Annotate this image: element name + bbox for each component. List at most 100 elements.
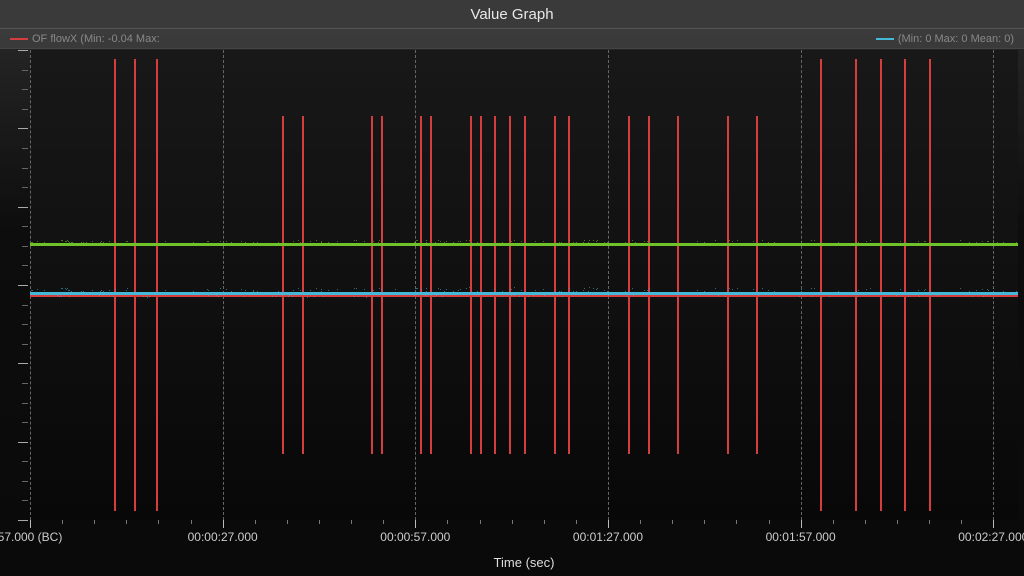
x-tick-label: 00:00:27.000 bbox=[188, 530, 258, 544]
y-tick bbox=[22, 168, 28, 169]
x-tick-minor bbox=[383, 520, 384, 524]
red-spike bbox=[648, 116, 650, 454]
y-tick bbox=[18, 50, 28, 51]
red-spike bbox=[430, 116, 432, 454]
x-tick bbox=[801, 520, 802, 528]
x-tick-minor bbox=[544, 520, 545, 524]
x-tick-label: 00:02:27.000 bbox=[958, 530, 1024, 544]
x-tick-minor bbox=[929, 520, 930, 524]
y-tick bbox=[22, 187, 28, 188]
red-spike bbox=[302, 116, 304, 454]
x-tick-minor bbox=[94, 520, 95, 524]
y-tick bbox=[18, 128, 28, 129]
red-spike bbox=[727, 116, 729, 454]
legend-item-red: OF flowX (Min: -0.04 Max: bbox=[10, 33, 160, 45]
red-spike bbox=[509, 116, 511, 454]
red-spike bbox=[855, 59, 857, 510]
x-tick-minor bbox=[126, 520, 127, 524]
gridline-vertical bbox=[801, 50, 802, 520]
x-tick-label: 00:01:27.000 bbox=[573, 530, 643, 544]
legend-label-blue: (Min: 0 Max: 0 Mean: 0) bbox=[898, 33, 1014, 45]
y-tick bbox=[22, 422, 28, 423]
y-tick bbox=[18, 520, 28, 521]
red-spike bbox=[114, 59, 116, 510]
red-spike bbox=[880, 59, 882, 510]
y-tick bbox=[22, 383, 28, 384]
red-spike bbox=[282, 116, 284, 454]
red-spike bbox=[470, 116, 472, 454]
x-tick-label: 00:00:57.000 bbox=[380, 530, 450, 544]
red-spike bbox=[381, 116, 383, 454]
title-bar: Value Graph bbox=[0, 0, 1024, 29]
red-spike bbox=[568, 116, 570, 454]
y-tick bbox=[22, 148, 28, 149]
x-tick-minor bbox=[961, 520, 962, 524]
red-spike bbox=[554, 116, 556, 454]
y-tick bbox=[22, 500, 28, 501]
window-title: Value Graph bbox=[470, 6, 553, 23]
x-tick-minor bbox=[351, 520, 352, 524]
red-spike bbox=[677, 116, 679, 454]
red-spike bbox=[156, 59, 158, 510]
x-tick-minor bbox=[769, 520, 770, 524]
x-tick-minor bbox=[672, 520, 673, 524]
y-tick bbox=[22, 461, 28, 462]
x-tick-label: 57.000 (BC) bbox=[0, 530, 62, 544]
x-tick-minor bbox=[447, 520, 448, 524]
value-graph-window: Value Graph OF flowX (Min: -0.04 Max: (M… bbox=[0, 0, 1024, 576]
x-tick-minor bbox=[640, 520, 641, 524]
x-tick-minor bbox=[287, 520, 288, 524]
red-spike bbox=[929, 59, 931, 510]
y-tick bbox=[18, 207, 28, 208]
legend-bar: OF flowX (Min: -0.04 Max: (Min: 0 Max: 0… bbox=[0, 29, 1024, 49]
y-tick bbox=[18, 285, 28, 286]
gridline-vertical bbox=[30, 50, 31, 520]
legend-label-red: OF flowX (Min: -0.04 Max: bbox=[32, 33, 160, 45]
red-spike bbox=[904, 59, 906, 510]
y-tick bbox=[22, 246, 28, 247]
red-spike bbox=[628, 116, 630, 454]
gridline-vertical bbox=[608, 50, 609, 520]
red-spike bbox=[494, 116, 496, 454]
red-spike bbox=[134, 59, 136, 510]
y-tick bbox=[22, 226, 28, 227]
x-tick bbox=[993, 520, 994, 528]
x-tick-minor bbox=[833, 520, 834, 524]
x-tick-minor bbox=[865, 520, 866, 524]
legend-swatch-blue bbox=[876, 38, 894, 40]
red-spike bbox=[480, 116, 482, 454]
legend-item-blue: (Min: 0 Max: 0 Mean: 0) bbox=[876, 33, 1014, 45]
x-tick bbox=[223, 520, 224, 528]
x-axis-label: Time (sec) bbox=[30, 555, 1018, 570]
x-tick-minor bbox=[158, 520, 159, 524]
y-tick bbox=[22, 324, 28, 325]
x-tick bbox=[415, 520, 416, 528]
green-trace-noise bbox=[30, 240, 1018, 246]
y-tick bbox=[18, 442, 28, 443]
plot-area[interactable] bbox=[30, 50, 1018, 520]
y-tick bbox=[22, 265, 28, 266]
y-tick bbox=[22, 403, 28, 404]
x-ticks: 57.000 (BC)00:00:27.00000:00:57.00000:01… bbox=[30, 520, 1018, 532]
gridline-vertical bbox=[223, 50, 224, 520]
x-tick-minor bbox=[736, 520, 737, 524]
gridline-vertical bbox=[415, 50, 416, 520]
y-tick bbox=[22, 305, 28, 306]
red-spike bbox=[820, 59, 822, 510]
y-tick bbox=[22, 109, 28, 110]
x-tick bbox=[608, 520, 609, 528]
red-spike bbox=[371, 116, 373, 454]
x-tick-label: 00:01:57.000 bbox=[766, 530, 836, 544]
red-spike bbox=[756, 116, 758, 454]
red-spike bbox=[524, 116, 526, 454]
x-tick bbox=[30, 520, 31, 528]
red-spike bbox=[420, 116, 422, 454]
x-tick-minor bbox=[319, 520, 320, 524]
gridline-vertical bbox=[993, 50, 994, 520]
legend-swatch-red bbox=[10, 38, 28, 40]
x-tick-minor bbox=[255, 520, 256, 524]
blue-trace-noise bbox=[30, 287, 1018, 296]
x-tick-minor bbox=[897, 520, 898, 524]
y-tick bbox=[22, 70, 28, 71]
y-axis bbox=[0, 50, 30, 520]
